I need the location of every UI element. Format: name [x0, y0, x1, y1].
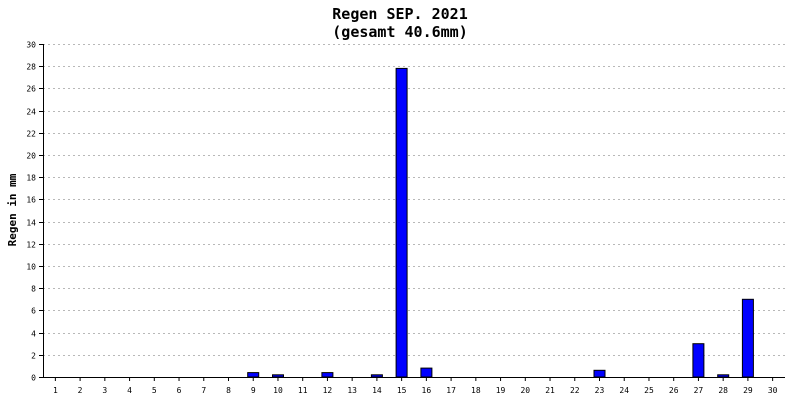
y-tick-label: 24	[26, 108, 36, 117]
x-tick-label: 11	[298, 386, 308, 395]
x-tick-label: 5	[152, 386, 157, 395]
x-tick-label: 12	[323, 386, 333, 395]
x-tick-label: 27	[694, 386, 704, 395]
x-tick-label: 22	[570, 386, 580, 395]
y-tick-label: 0	[31, 374, 36, 383]
y-tick-label: 30	[26, 41, 36, 50]
bar	[321, 372, 334, 378]
x-tick-label: 30	[768, 386, 778, 395]
x-tick-label: 3	[102, 386, 107, 395]
x-tick-label: 6	[177, 386, 182, 395]
y-tick-label: 14	[26, 219, 36, 228]
y-tick-label: 10	[26, 263, 36, 272]
bar	[272, 374, 284, 378]
x-tick-label: 24	[619, 386, 629, 395]
y-tick-label: 26	[26, 85, 36, 94]
x-tick-label: 8	[226, 386, 231, 395]
y-tick-label: 20	[26, 152, 36, 161]
x-tick-label: 15	[397, 386, 407, 395]
y-tick-label: 4	[31, 330, 36, 339]
y-tick-label: 28	[26, 63, 36, 72]
x-tick-label: 29	[743, 386, 753, 395]
bar	[741, 298, 754, 378]
bar	[692, 343, 705, 378]
x-tick-label: 21	[545, 386, 555, 395]
x-tick-label: 14	[372, 386, 382, 395]
y-tick-label: 6	[31, 307, 36, 316]
grid-layer	[43, 44, 785, 356]
y-tick-label: 8	[31, 285, 36, 294]
x-tick-label: 19	[496, 386, 506, 395]
x-tick-label: 20	[520, 386, 530, 395]
x-tick-label: 9	[251, 386, 256, 395]
x-tick-label: 18	[471, 386, 481, 395]
y-tick-label: 18	[26, 174, 36, 183]
bar	[420, 367, 433, 378]
y-axis-label: Regen in mm	[6, 173, 19, 246]
bar	[395, 67, 408, 378]
x-tick-label: 10	[273, 386, 283, 395]
y-tick-label: 12	[26, 241, 36, 250]
x-tick-label: 23	[595, 386, 605, 395]
x-tick-label: 16	[422, 386, 432, 395]
x-tick-label: 13	[347, 386, 357, 395]
bar	[593, 369, 606, 378]
chart-subtitle: (gesamt 40.6mm)	[332, 23, 467, 41]
x-tick-label: 1	[53, 386, 58, 395]
x-tick-label: 25	[644, 386, 654, 395]
x-tick-label: 17	[446, 386, 456, 395]
bar	[370, 374, 383, 378]
bar	[717, 374, 730, 378]
x-tick-label: 26	[669, 386, 679, 395]
x-tick-label: 2	[78, 386, 83, 395]
chart-title: Regen SEP. 2021	[332, 5, 467, 23]
x-tick-label: 4	[127, 386, 132, 395]
y-tick-label: 2	[31, 352, 36, 361]
y-tick-label: 16	[26, 196, 36, 205]
y-tick-label: 22	[26, 130, 36, 139]
x-tick-label: 28	[718, 386, 728, 395]
bar	[247, 372, 260, 378]
x-tick-label: 7	[201, 386, 206, 395]
